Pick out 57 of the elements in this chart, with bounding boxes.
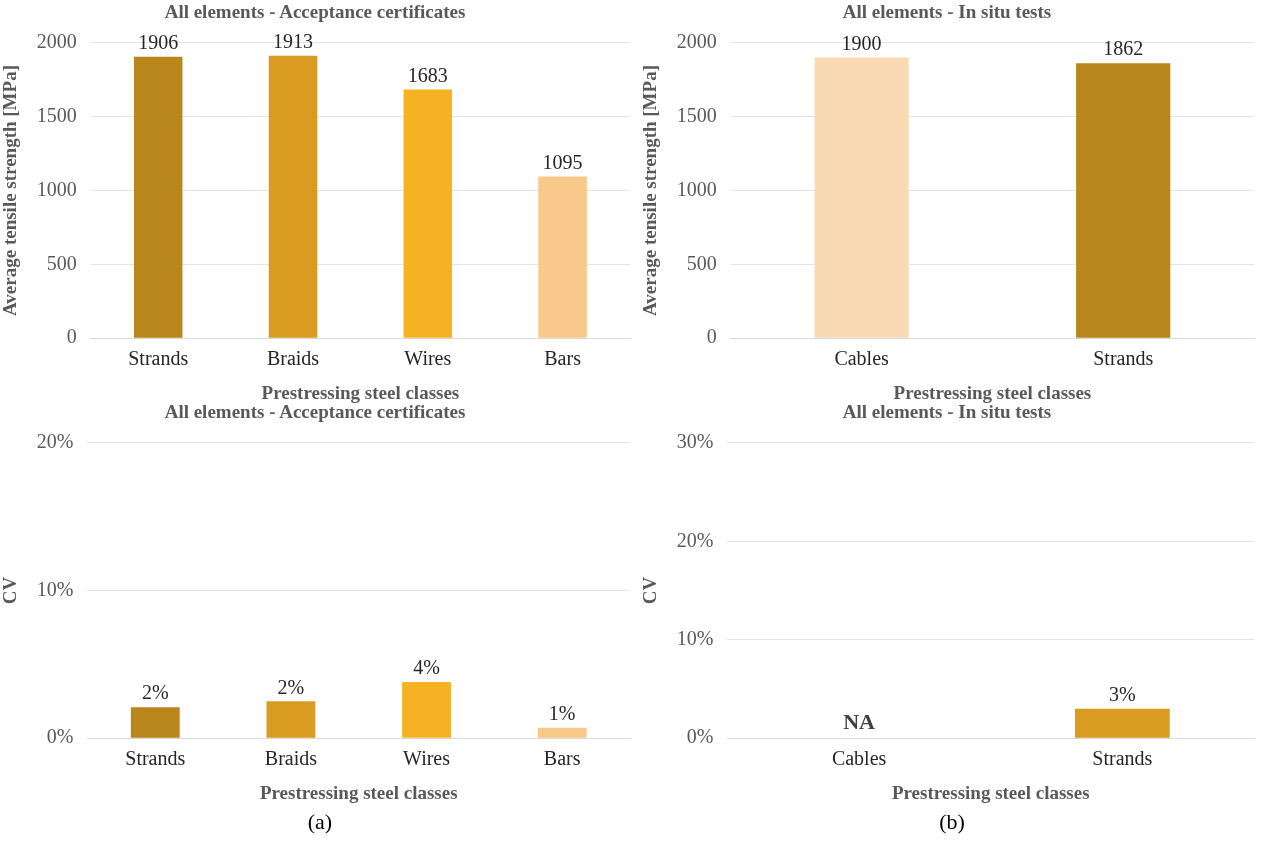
bar bbox=[133, 56, 183, 338]
chart-title: All elements - Acceptance certificates bbox=[164, 1, 466, 23]
x-tick-label: Wires bbox=[403, 747, 451, 770]
x-tick-label: Wires bbox=[404, 347, 452, 370]
y-tick-label: 20% bbox=[676, 528, 714, 551]
y-tick-label: 10% bbox=[36, 577, 74, 600]
data-label: 1913 bbox=[273, 29, 313, 52]
y-tick-label: 1500 bbox=[676, 103, 717, 126]
y-tick-label: 500 bbox=[686, 251, 717, 274]
x-tick-label: Strands bbox=[125, 747, 186, 770]
data-label: 1906 bbox=[138, 30, 179, 53]
y-tick-label: 0 bbox=[706, 325, 717, 348]
y-tick-label: 30% bbox=[676, 430, 714, 453]
data-label: 1683 bbox=[407, 63, 448, 86]
bar bbox=[403, 89, 453, 338]
y-tick-label: 20% bbox=[36, 430, 74, 453]
data-label: 1900 bbox=[841, 31, 882, 54]
x-tick-label: Braids bbox=[264, 747, 318, 770]
y-axis-title: CV bbox=[0, 576, 21, 605]
y-tick-label: 10% bbox=[676, 626, 714, 649]
x-axis-title: Prestressing steel classes bbox=[891, 781, 1090, 803]
data-label: 1095 bbox=[542, 150, 583, 173]
x-tick-label: Braids bbox=[266, 347, 320, 370]
y-tick-label: 2000 bbox=[676, 30, 717, 53]
x-axis-title: Prestressing steel classes bbox=[259, 781, 458, 803]
x-tick-label: Cables bbox=[831, 747, 887, 770]
text: (a) bbox=[306, 809, 334, 835]
y-axis-title: CV bbox=[639, 576, 661, 605]
x-tick-label: Bars bbox=[544, 347, 582, 370]
text: NA bbox=[843, 708, 875, 734]
y-axis-title: Average tensile strength [MPa] bbox=[639, 65, 661, 316]
data-label: 2% bbox=[277, 675, 305, 698]
x-tick-label: Cables bbox=[834, 347, 890, 370]
data-label: 1% bbox=[548, 702, 576, 725]
y-tick-label: 1000 bbox=[36, 177, 77, 200]
x-tick-label: Strands bbox=[128, 347, 189, 370]
data-label: 1862 bbox=[1103, 37, 1144, 60]
data-label: 2% bbox=[141, 681, 169, 704]
x-tick-label: Strands bbox=[1093, 347, 1154, 370]
x-tick-label: Strands bbox=[1092, 747, 1153, 770]
y-tick-label: 0% bbox=[46, 725, 74, 748]
x-axis-title: Prestressing steel classes bbox=[893, 381, 1092, 403]
y-tick-label: 1000 bbox=[676, 177, 717, 200]
y-axis-title: Average tensile strength [MPa] bbox=[0, 65, 21, 316]
y-tick-label: 0% bbox=[686, 725, 714, 748]
y-tick-label: 2000 bbox=[36, 30, 77, 53]
x-tick-label: Bars bbox=[543, 747, 581, 770]
data-label: 4% bbox=[413, 656, 440, 679]
y-tick-label: 0 bbox=[66, 325, 77, 348]
bar bbox=[538, 176, 587, 338]
y-tick-label: 1500 bbox=[36, 103, 77, 126]
y-tick-label: 500 bbox=[46, 251, 77, 274]
chart-title: All elements - In situ tests bbox=[842, 1, 1052, 23]
text: (b) bbox=[938, 809, 966, 835]
x-axis-title: Prestressing steel classes bbox=[261, 381, 460, 403]
data-label: 3% bbox=[1109, 682, 1136, 705]
bar bbox=[268, 55, 318, 338]
